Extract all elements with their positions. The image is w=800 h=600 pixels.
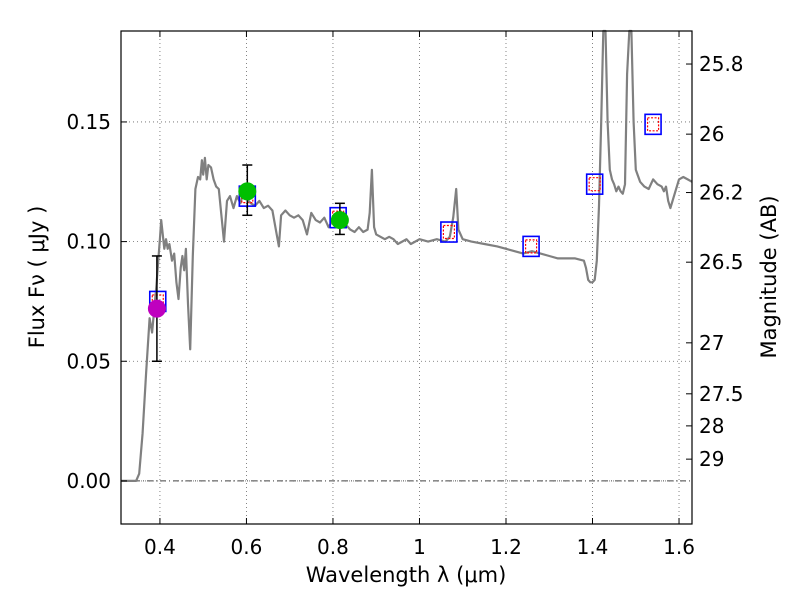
magnitude-axis-label: Magnitude (AB) <box>757 195 781 358</box>
y-axis: 0.00 0.05 0.10 0.15 <box>66 110 127 493</box>
x-tick-label: 1.6 <box>663 535 695 559</box>
plot-frame <box>120 30 693 525</box>
magnitude-tick-label: 28 <box>699 414 724 438</box>
x-axis: 0.4 0.6 0.8 1 1.2 1.4 1.6 <box>144 31 695 559</box>
observed-point-green-2 <box>330 211 349 230</box>
x-tick-label: 1 <box>413 535 426 559</box>
y-tick-label: 0.10 <box>66 230 111 254</box>
magnitude-tick-label: 26 <box>699 122 724 146</box>
observed-point-green-1 <box>238 182 257 201</box>
x-tick-label: 1.4 <box>577 535 609 559</box>
observed-point-purple <box>147 299 166 318</box>
filter-inner-box <box>442 224 455 240</box>
filter-box <box>440 221 458 243</box>
magnitude-tick-label: 25.8 <box>699 52 744 76</box>
magnitude-tick-label: 27.5 <box>699 382 744 406</box>
filter-box <box>644 113 662 136</box>
y-tick-label: 0.15 <box>66 110 111 134</box>
observed-points <box>147 164 349 363</box>
filter-box <box>522 235 540 258</box>
x-axis-label: Wavelength λ (μm) <box>306 563 507 587</box>
x-tick-label: 1.2 <box>490 535 522 559</box>
model-spectrum-line <box>121 29 693 482</box>
magnitude-tick-label: 26.2 <box>699 181 744 205</box>
magnitude-tick-label: 27 <box>699 331 724 355</box>
magnitude-tick-label: 29 <box>699 447 724 471</box>
filter-inner-box <box>646 117 660 132</box>
y-axis-label: Flux Fν ( μJy ) <box>25 206 49 349</box>
x-tick-label: 0.6 <box>231 535 263 559</box>
filter-inner-box <box>524 239 538 254</box>
magnitude-axis: 25.8 26 26.2 26.5 27 27.5 28 29 <box>686 52 744 471</box>
magnitude-tick-label: 26.5 <box>699 250 744 274</box>
filter-inner-box <box>588 177 601 192</box>
filter-box <box>585 173 604 195</box>
x-tick-label: 0.4 <box>144 535 176 559</box>
y-tick-label: 0.05 <box>66 349 111 373</box>
y-tick-label: 0.00 <box>66 469 111 493</box>
plot-background <box>121 31 692 524</box>
x-tick-label: 0.8 <box>317 535 349 559</box>
